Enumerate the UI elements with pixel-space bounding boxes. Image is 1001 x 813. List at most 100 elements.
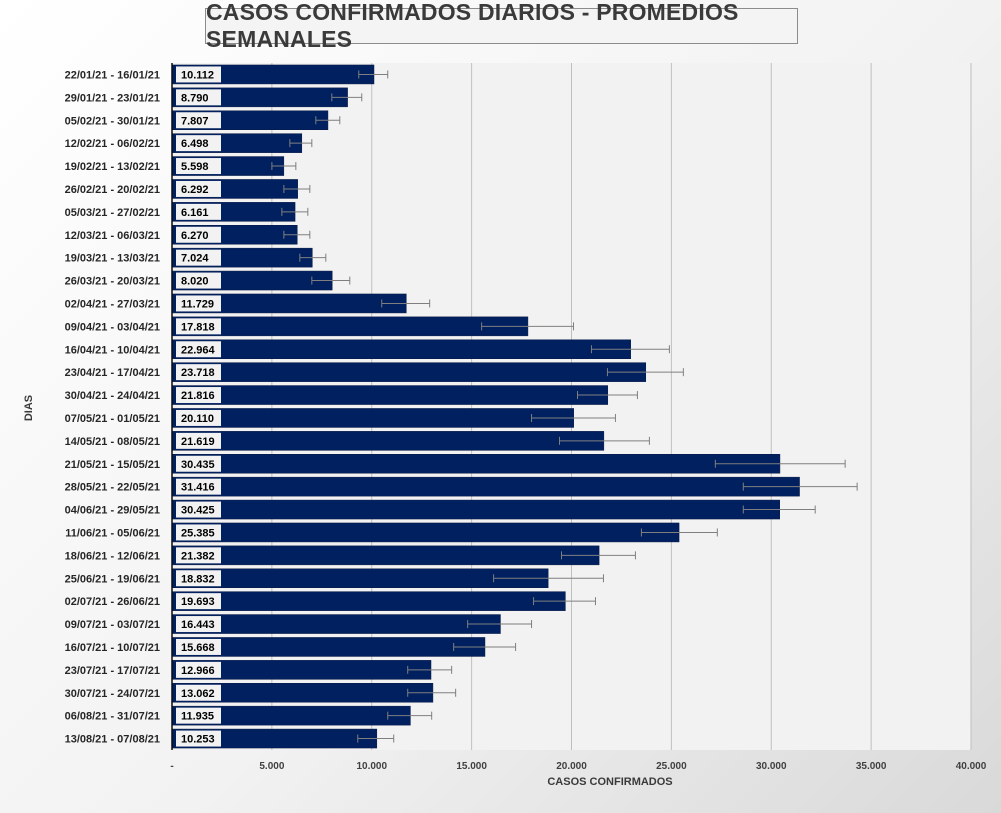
data-label-box	[176, 707, 221, 724]
data-label-box	[176, 318, 221, 335]
category-label: 09/04/21 - 03/04/21	[65, 321, 160, 333]
data-label: 31.416	[181, 482, 215, 494]
x-tick-label: 35.000	[856, 761, 887, 772]
x-axis-title: CASOS CONFIRMADOS	[547, 776, 673, 788]
category-label: 02/07/21 - 26/06/21	[65, 596, 160, 608]
data-label-box	[176, 226, 221, 243]
data-label: 8.020	[181, 276, 209, 288]
bar	[171, 568, 549, 588]
data-label-box	[176, 661, 221, 678]
data-label-box	[176, 364, 221, 381]
bar	[171, 339, 631, 359]
bar	[171, 408, 574, 428]
category-label: 30/07/21 - 24/07/21	[65, 688, 160, 700]
x-tick-label: 15.000	[456, 761, 487, 772]
category-label: 28/05/21 - 22/05/21	[65, 482, 160, 494]
bar	[171, 316, 529, 337]
bar	[171, 522, 680, 543]
data-label: 21.619	[181, 436, 215, 448]
data-label-box	[176, 203, 221, 220]
bar	[171, 362, 647, 382]
category-label: 14/05/21 - 08/05/21	[65, 436, 160, 448]
data-label-box	[176, 272, 221, 289]
data-label: 10.253	[181, 734, 215, 746]
category-label: 23/07/21 - 17/07/21	[65, 665, 160, 677]
data-label-box	[176, 387, 221, 404]
data-label: 17.818	[181, 321, 215, 333]
category-label: 23/04/21 - 17/04/21	[65, 367, 160, 379]
data-label-box	[176, 616, 221, 633]
category-label: 12/03/21 - 06/03/21	[65, 230, 160, 242]
category-label: 16/07/21 - 10/07/21	[65, 642, 160, 654]
data-label-box	[176, 524, 221, 541]
data-label: 7.807	[181, 115, 209, 127]
category-label: 18/06/21 - 12/06/21	[65, 550, 160, 562]
data-label-box	[176, 501, 221, 518]
bar	[171, 476, 800, 497]
data-label-box	[176, 730, 221, 747]
data-label: 13.062	[181, 688, 215, 700]
x-tick-label: 10.000	[356, 761, 387, 772]
bar	[171, 499, 780, 520]
data-label: 20.110	[181, 413, 214, 425]
data-label: 23.718	[181, 367, 215, 379]
data-label-box	[176, 638, 221, 655]
data-label-box	[176, 684, 221, 701]
data-label-box	[176, 547, 221, 564]
data-label: 6.292	[181, 184, 209, 196]
category-label: 19/03/21 - 13/03/21	[65, 253, 160, 265]
category-label: 05/03/21 - 27/02/21	[65, 207, 160, 219]
x-tick-label: 30.000	[756, 761, 787, 772]
data-label: 16.443	[181, 619, 215, 631]
data-label-box	[176, 593, 221, 610]
category-label: 25/06/21 - 19/06/21	[65, 573, 160, 585]
data-label: 25.385	[181, 527, 215, 539]
data-label-box	[176, 66, 221, 83]
category-label: 11/06/21 - 05/06/21	[65, 527, 160, 539]
data-label-box	[176, 570, 221, 587]
data-label: 22.964	[181, 344, 216, 356]
data-label: 18.832	[181, 573, 215, 585]
data-label: 6.498	[181, 138, 209, 150]
category-label: 13/08/21 - 07/08/21	[65, 734, 160, 746]
category-label: 26/02/21 - 20/02/21	[65, 184, 160, 196]
data-label-box	[176, 409, 221, 426]
category-label: 07/05/21 - 01/05/21	[65, 413, 160, 425]
category-label: 09/07/21 - 03/07/21	[65, 619, 160, 631]
x-tick-label: 40.000	[956, 761, 987, 772]
data-label: 30.425	[181, 505, 215, 517]
data-label: 5.598	[181, 161, 209, 173]
bar	[171, 591, 566, 611]
data-label: 21.382	[181, 550, 215, 562]
bar	[171, 385, 609, 405]
data-label-box	[176, 249, 221, 266]
category-label: 06/08/21 - 31/07/21	[65, 711, 160, 723]
category-label: 30/04/21 - 24/04/21	[65, 390, 160, 402]
data-label: 11.729	[181, 298, 214, 310]
data-label-box	[176, 478, 221, 495]
category-label: 12/02/21 - 06/02/21	[65, 138, 160, 150]
data-label: 11.935	[181, 711, 214, 723]
x-tick-label: 25.000	[656, 761, 687, 772]
data-label: 8.790	[181, 92, 209, 104]
data-label: 21.816	[181, 390, 215, 402]
data-label-box	[176, 295, 221, 312]
bar	[171, 614, 501, 634]
data-label-box	[176, 455, 221, 472]
category-label: 22/01/21 - 16/01/21	[65, 69, 160, 81]
x-tick-label: -	[170, 761, 173, 772]
data-label: 12.966	[181, 665, 215, 677]
bar	[171, 454, 781, 474]
category-label: 19/02/21 - 13/02/21	[65, 161, 160, 173]
data-label-box	[176, 180, 221, 197]
x-tick-label: 5.000	[259, 761, 284, 772]
category-label: 26/03/21 - 20/03/21	[65, 276, 160, 288]
data-label: 7.024	[181, 253, 209, 265]
data-label-box	[176, 432, 221, 449]
data-label: 6.161	[181, 207, 209, 219]
data-label-box	[176, 89, 221, 106]
category-label: 02/04/21 - 27/03/21	[65, 298, 160, 310]
data-label-box	[176, 112, 221, 129]
x-tick-label: 20.000	[556, 761, 587, 772]
